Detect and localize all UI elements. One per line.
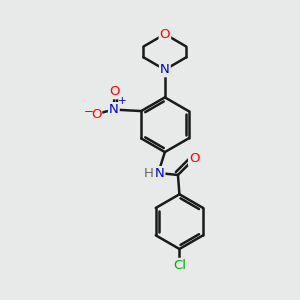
Text: O: O <box>109 85 120 98</box>
Text: Cl: Cl <box>173 259 186 272</box>
Text: O: O <box>91 107 101 121</box>
Text: O: O <box>160 28 170 40</box>
Text: N: N <box>109 103 119 116</box>
Text: H: H <box>143 167 153 180</box>
Text: N: N <box>154 167 164 180</box>
Text: −: − <box>84 105 94 118</box>
Text: +: + <box>118 96 127 106</box>
Text: O: O <box>189 152 200 165</box>
Text: N: N <box>160 63 170 76</box>
